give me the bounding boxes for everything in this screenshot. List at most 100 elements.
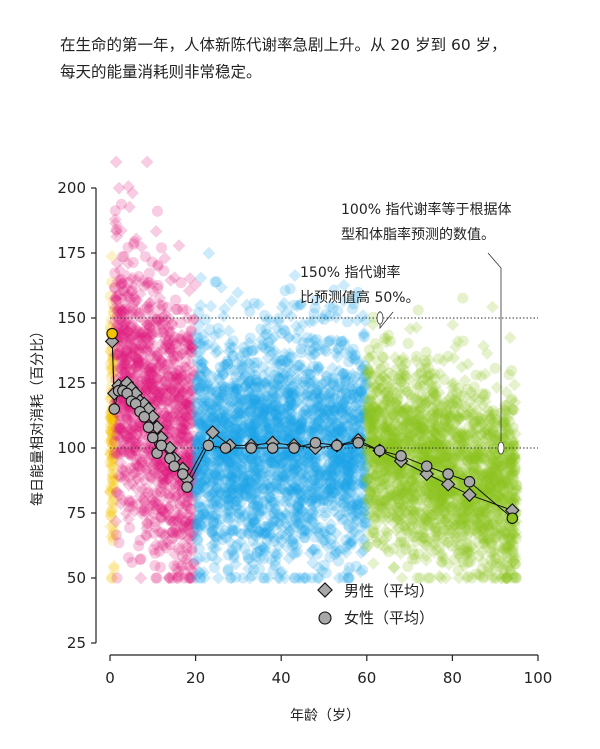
scatter-point	[154, 387, 168, 401]
scatter-point	[107, 472, 121, 486]
scatter-point	[120, 413, 132, 425]
scatter-point	[132, 421, 144, 433]
scatter-point	[156, 365, 170, 379]
scatter-point	[113, 312, 127, 326]
scatter-point	[152, 259, 164, 271]
scatter-point	[164, 381, 176, 393]
scatter-point	[122, 471, 136, 484]
scatter-point	[178, 394, 192, 408]
scatter-point	[172, 406, 186, 419]
scatter-point	[151, 373, 163, 385]
scatter-point	[156, 318, 168, 330]
scatter-point	[107, 453, 119, 465]
scatter-point	[305, 378, 317, 390]
scatter-point	[163, 420, 175, 432]
scatter-point	[503, 331, 517, 345]
scatter-point	[128, 362, 142, 375]
scatter-point	[104, 505, 118, 519]
scatter-point	[138, 280, 150, 292]
scatter-point	[106, 420, 120, 433]
scatter-point	[204, 386, 216, 398]
scatter-point	[291, 474, 303, 486]
scatter-point	[111, 348, 125, 362]
scatter-point	[200, 551, 212, 563]
scatter-point	[180, 427, 193, 441]
scatter-point	[186, 346, 198, 358]
scatter-point	[204, 299, 218, 313]
scatter-point	[142, 363, 156, 377]
scatter-point	[117, 351, 131, 365]
scatter-point	[140, 385, 152, 397]
scatter-point	[104, 420, 118, 434]
scatter-point	[124, 522, 136, 534]
scatter-point	[154, 561, 166, 573]
scatter-point	[186, 340, 200, 354]
scatter-point	[146, 487, 160, 500]
scatter-point	[269, 369, 281, 381]
scatter-point	[183, 339, 195, 351]
scatter-point	[134, 571, 148, 585]
scatter-point	[170, 406, 183, 420]
scatter-point	[138, 355, 152, 369]
scatter-point	[115, 446, 127, 458]
scatter-point	[138, 342, 150, 354]
scatter-point	[157, 504, 169, 516]
scatter-point	[122, 552, 134, 564]
scatter-point	[204, 456, 216, 468]
scatter-point	[121, 303, 135, 316]
scatter-point	[175, 421, 188, 435]
scatter-point	[129, 481, 143, 495]
scatter-point	[165, 383, 179, 397]
scatter-point	[140, 529, 152, 541]
scatter-point	[143, 267, 155, 279]
scatter-point	[283, 414, 295, 426]
scatter-point	[155, 511, 167, 523]
scatter-point	[180, 495, 193, 509]
scatter-point	[150, 380, 162, 392]
scatter-point	[120, 465, 132, 477]
scatter-point	[106, 426, 120, 440]
scatter-point	[259, 572, 271, 584]
scatter-point	[112, 305, 124, 317]
scatter-point	[149, 497, 161, 509]
scatter-point	[119, 281, 133, 295]
scatter-point	[312, 415, 324, 427]
scatter-point	[107, 424, 119, 436]
scatter-point	[117, 310, 130, 324]
scatter-point	[173, 570, 185, 582]
scatter-point	[227, 525, 239, 537]
scatter-point	[336, 513, 348, 525]
scatter-point	[107, 412, 119, 424]
scatter-point	[112, 181, 126, 195]
scatter-point	[156, 382, 170, 395]
scatter-point	[124, 432, 138, 445]
scatter-point	[147, 457, 161, 470]
scatter-point	[152, 499, 164, 511]
scatter-point	[106, 434, 118, 446]
scatter-point	[172, 436, 184, 448]
scatter-point	[110, 529, 122, 541]
scatter-point	[160, 410, 174, 424]
scatter-point	[188, 365, 200, 377]
scatter-point	[296, 424, 308, 436]
scatter-point	[171, 403, 184, 417]
scatter-point	[180, 356, 192, 368]
scatter-point	[128, 238, 140, 250]
scatter-point	[264, 500, 276, 512]
scatter-point	[321, 462, 333, 474]
scatter-point	[193, 415, 205, 427]
scatter-point	[185, 341, 199, 355]
scatter-point	[175, 432, 187, 444]
scatter-point	[153, 545, 165, 557]
scatter-point	[118, 305, 132, 319]
scatter-point	[324, 551, 336, 563]
scatter-point	[178, 361, 190, 373]
scatter-point	[121, 257, 135, 270]
scatter-point	[108, 445, 120, 457]
scatter-point	[104, 345, 117, 358]
scatter-point	[260, 542, 272, 554]
scatter-point	[138, 358, 150, 370]
scatter-point	[115, 198, 127, 210]
scatter-point	[186, 452, 198, 464]
scatter-point	[161, 336, 173, 348]
